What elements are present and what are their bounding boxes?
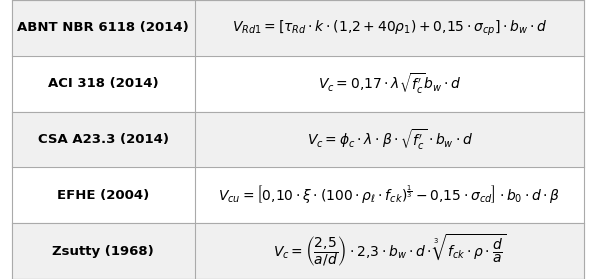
Text: CSA A23.3 (2014): CSA A23.3 (2014) (38, 133, 169, 146)
Bar (12, 223, 584, 279)
Text: $V_{Rd1} = \left[\tau_{Rd} \cdot k \cdot (1{,}2 + 40\rho_1) + 0{,}15 \cdot \sigm: $V_{Rd1} = \left[\tau_{Rd} \cdot k \cdot… (232, 18, 547, 38)
Bar (12, 167, 584, 223)
Text: $V_c = \phi_c \cdot \lambda \cdot \beta \cdot \sqrt{f_c^{\prime}} \cdot b_w \cdo: $V_c = \phi_c \cdot \lambda \cdot \beta … (307, 127, 472, 152)
Text: Zsutty (1968): Zsutty (1968) (53, 245, 154, 258)
Text: $V_c = \left(\dfrac{2{,}5}{a/d}\right) \cdot 2{,}3 \cdot b_w \cdot d \cdot \sqrt: $V_c = \left(\dfrac{2{,}5}{a/d}\right) \… (273, 233, 507, 269)
Text: EFHE (2004): EFHE (2004) (57, 189, 150, 202)
Text: ABNT NBR 6118 (2014): ABNT NBR 6118 (2014) (17, 21, 189, 34)
Text: $V_c = 0{,}17 \cdot \lambda\sqrt{f_c^{\prime}} b_w \cdot d$: $V_c = 0{,}17 \cdot \lambda\sqrt{f_c^{\p… (318, 71, 462, 96)
Bar (12, 112, 584, 167)
Text: $V_{cu} = \left[0{,}10 \cdot \xi \cdot (100 \cdot \rho_\ell \cdot f_{ck})^{\frac: $V_{cu} = \left[0{,}10 \cdot \xi \cdot (… (218, 184, 561, 206)
Bar (12, 0, 584, 56)
Text: ACI 318 (2014): ACI 318 (2014) (48, 77, 158, 90)
Bar (12, 56, 584, 112)
